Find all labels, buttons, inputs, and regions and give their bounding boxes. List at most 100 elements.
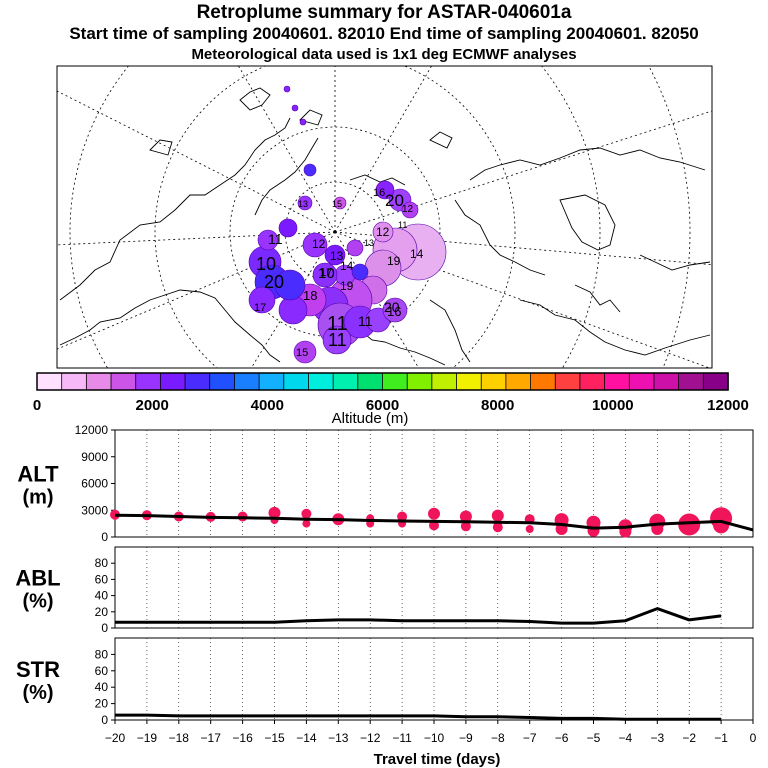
plume-label: 19 [340,279,354,293]
x-tick-label: −6 [555,731,569,745]
cluster-marker [713,517,730,534]
panel-ylabel-unit: (%) [22,591,53,613]
x-tick-label: −8 [491,731,505,745]
plume-label: 19 [387,254,401,268]
colorbar-tick-label: 10000 [592,397,634,414]
plume-label: 16 [387,304,401,319]
y-tick-label: 80 [95,647,109,661]
y-tick-label: 60 [95,664,109,678]
panel-alt: 0 3000 6000 9000 12000 ALT(m) [17,423,754,544]
cluster-marker [110,509,120,520]
cluster-marker [525,525,534,533]
y-tick-label: 0 [101,621,108,635]
colorbar: 0 2000 4000 6000 8000 10000 12000 Altitu… [33,372,749,427]
cluster-marker [491,509,504,522]
series-line-abl [115,607,722,625]
plume-label: 13 [298,199,308,209]
x-tick-label: −9 [459,731,473,745]
plume-label: 11 [268,231,283,247]
plume-label: 11 [328,330,347,350]
plume-label: 14 [340,259,354,273]
y-tick-label: 0 [101,530,108,544]
cluster-marker [678,513,701,536]
cluster-marker [428,507,440,520]
cluster-marker [268,506,281,519]
plume-label: 15 [332,199,342,209]
x-tick-label: −16 [232,731,253,745]
plume-label: 12 [402,204,414,215]
colorbar-swatch [505,372,532,391]
cluster-marker [651,523,664,535]
plume-clusters [248,85,447,364]
colorbar-swatch [283,372,310,391]
cluster-marker [459,510,472,523]
x-tick-label: −20 [105,731,126,745]
plume-labels: 16 20 12 15 13 12 11 10 19 20 18 17 11 1… [254,187,424,359]
panel-ylabel-unit: (%) [22,682,53,704]
x-tick-label: −4 [619,731,633,745]
colorbar-swatch [61,372,88,391]
plume-label: 20 [385,191,404,210]
colorbar-tick-label: 6000 [366,397,399,414]
x-tick-label: −13 [328,731,349,745]
colorbar-tick-label: 0 [33,397,41,414]
colorbar-swatch [653,372,680,391]
colorbar-label: Altitude (m) [332,410,409,427]
plume-label: 12 [376,225,390,239]
colorbar-swatch [628,372,655,391]
met-data-note: Meteorological data used is 1x1 deg ECMW… [191,46,577,63]
colorbar-swatch [184,372,211,391]
panel-ylabel-unit: (m) [22,487,53,509]
series-line-alt [114,513,754,532]
colorbar-tick-label: 4000 [251,397,284,414]
x-tick-label: 0 [750,731,757,745]
plume-label: 13 [330,249,344,263]
colorbar-swatch [480,372,507,391]
y-tick-label: 0 [101,713,108,727]
colorbar-swatch [456,372,482,391]
plume-label: 17 [254,302,266,314]
colorbar-swatch [431,372,458,391]
colorbar-swatch [554,372,581,391]
x-tick-label: −5 [587,731,601,745]
altitude-clusters [110,506,733,538]
plume-label: 16 [373,187,385,199]
x-tick-label: −15 [264,731,285,745]
colorbar-swatches [36,372,729,391]
colorbar-swatch [530,372,556,391]
panel-ylabel: ALT [17,462,59,487]
plume-label: 10 [256,254,276,274]
colorbar-swatch [308,372,334,391]
x-tick-label: −17 [201,731,222,745]
colorbar-swatch [36,372,63,391]
colorbar-swatch [678,372,705,391]
plume-label: 20 [264,272,284,292]
colorbar-swatch [85,372,112,391]
y-tick-label: 40 [95,589,109,603]
colorbar-tick-label: 2000 [136,397,169,414]
colorbar-swatch [110,372,137,391]
plume-label: 11 [327,313,348,335]
cluster-marker [397,511,408,522]
x-axis: Travel time (days) −20 −19 −18 −17 −16 −15 −14… [105,720,757,768]
x-tick-label: −18 [169,731,190,745]
x-tick-label: −19 [137,731,158,745]
x-tick-label: −12 [360,731,381,745]
colorbar-swatch [209,372,236,391]
y-tick-label: 3000 [81,503,108,517]
x-tick-label: −10 [424,731,445,745]
y-tick-label: 60 [95,572,109,586]
plume-label: 11 [398,220,407,230]
coastlines [59,87,711,366]
colorbar-swatch [579,372,606,391]
plume-label: 11 [358,313,373,329]
panel-ylabel: ABL [15,566,60,591]
colorbar-swatch [382,372,408,391]
series-line-str [115,713,722,721]
plume-label: 18 [303,288,317,303]
plume-label: 17 [320,267,332,279]
chart-title: Retroplume summary for ASTAR-040601a [196,2,572,23]
colorbar-swatch [604,372,630,391]
plume-label: 10 [318,265,335,282]
